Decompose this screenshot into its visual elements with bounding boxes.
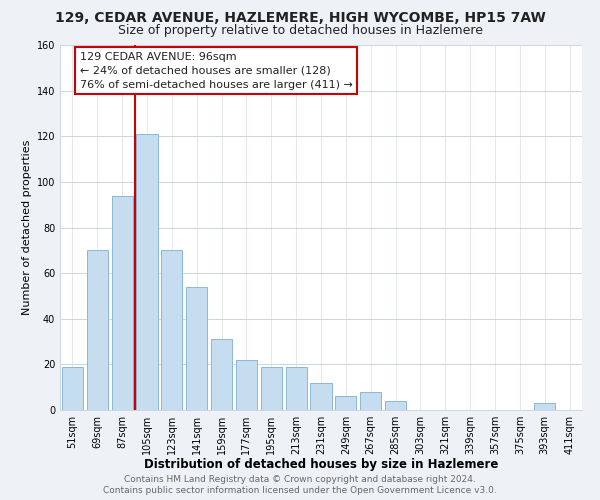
Bar (62, 366, 83, 410)
Text: 129 CEDAR AVENUE: 96sqm
← 24% of detached houses are smaller (128)
76% of semi-d: 129 CEDAR AVENUE: 96sqm ← 24% of detache… (80, 52, 353, 90)
Bar (310, 382, 332, 410)
Text: Size of property relative to detached houses in Hazlemere: Size of property relative to detached ho… (118, 24, 482, 37)
Bar (360, 392, 381, 410)
Bar (161, 250, 182, 410)
Bar (534, 403, 555, 410)
Bar (112, 196, 133, 410)
Bar (87, 250, 108, 410)
X-axis label: Distribution of detached houses by size in Hazlemere: Distribution of detached houses by size … (144, 458, 498, 471)
Bar (186, 287, 207, 410)
Y-axis label: Number of detached properties: Number of detached properties (22, 140, 32, 315)
Text: Contains HM Land Registry data © Crown copyright and database right 2024.: Contains HM Land Registry data © Crown c… (124, 475, 476, 484)
Text: Contains public sector information licensed under the Open Government Licence v3: Contains public sector information licen… (103, 486, 497, 495)
Bar (385, 401, 406, 410)
Bar (211, 340, 232, 410)
Bar (286, 366, 307, 410)
Bar (236, 360, 257, 410)
Bar (335, 396, 356, 410)
Bar (136, 134, 158, 410)
Bar (261, 366, 282, 410)
Text: 129, CEDAR AVENUE, HAZLEMERE, HIGH WYCOMBE, HP15 7AW: 129, CEDAR AVENUE, HAZLEMERE, HIGH WYCOM… (55, 11, 545, 25)
